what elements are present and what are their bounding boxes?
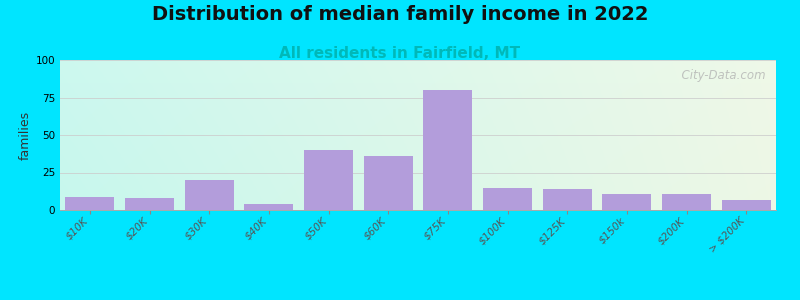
Y-axis label: families: families xyxy=(18,110,31,160)
Bar xyxy=(602,194,651,210)
Bar xyxy=(364,156,413,210)
Bar xyxy=(483,188,532,210)
Bar xyxy=(722,200,770,210)
Bar xyxy=(423,90,472,210)
Bar xyxy=(66,196,114,210)
Text: City-Data.com: City-Data.com xyxy=(674,69,766,82)
Bar xyxy=(125,198,174,210)
Bar xyxy=(304,150,353,210)
Bar xyxy=(542,189,592,210)
Bar xyxy=(244,204,294,210)
Bar xyxy=(185,180,234,210)
Text: All residents in Fairfield, MT: All residents in Fairfield, MT xyxy=(279,46,521,62)
Bar xyxy=(662,194,711,210)
Text: Distribution of median family income in 2022: Distribution of median family income in … xyxy=(152,4,648,23)
